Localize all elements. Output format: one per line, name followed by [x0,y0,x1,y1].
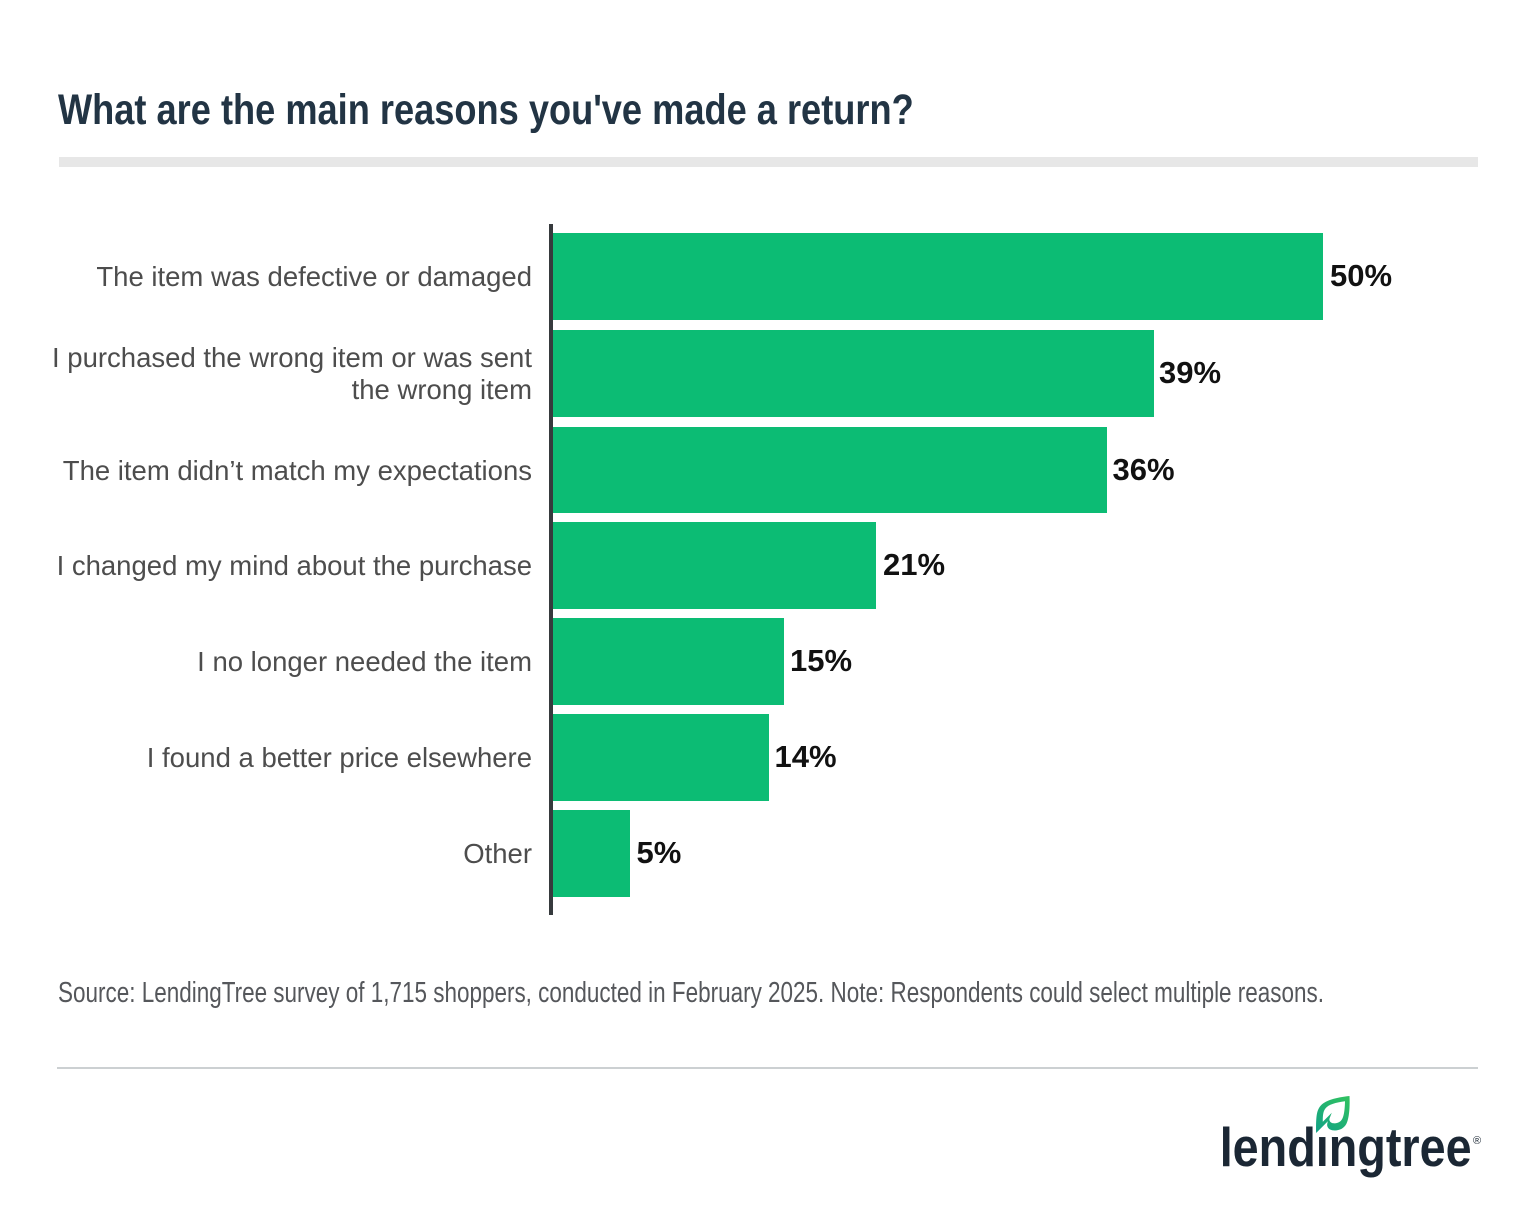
svg-text:lendıngtree: lendıngtree [1220,1116,1472,1177]
svg-text:®: ® [1473,1135,1481,1147]
